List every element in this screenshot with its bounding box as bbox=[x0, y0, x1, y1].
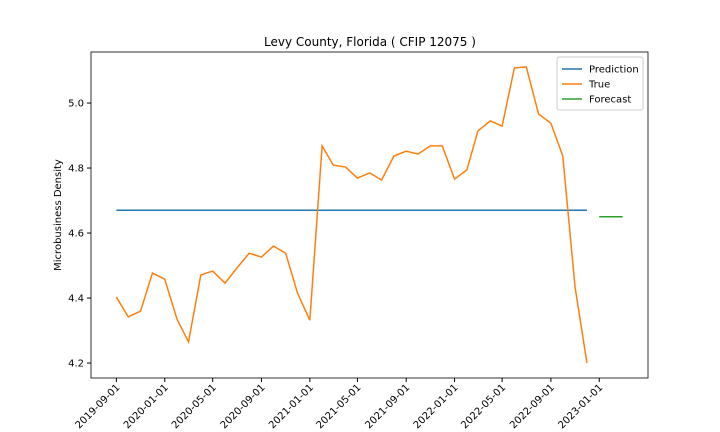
legend-label: True bbox=[588, 80, 610, 91]
legend-box bbox=[556, 56, 644, 111]
chart-title: Levy County, Florida ( CFIP 12075 ) bbox=[264, 35, 476, 49]
y-tick-label: 5.0 bbox=[68, 99, 84, 110]
y-tick-label: 4.8 bbox=[68, 164, 84, 175]
line bbox=[115, 66, 588, 364]
y-tick-label: 4.2 bbox=[68, 359, 84, 370]
legend-label: Forecast bbox=[589, 95, 631, 106]
y-axis-label: Microbusiness Density bbox=[53, 159, 64, 271]
y-tick-label: 4.6 bbox=[68, 229, 84, 240]
plot-frame bbox=[90, 51, 649, 379]
legend-label: Prediction bbox=[589, 65, 639, 76]
y-tick-label: 4.4 bbox=[68, 294, 84, 305]
